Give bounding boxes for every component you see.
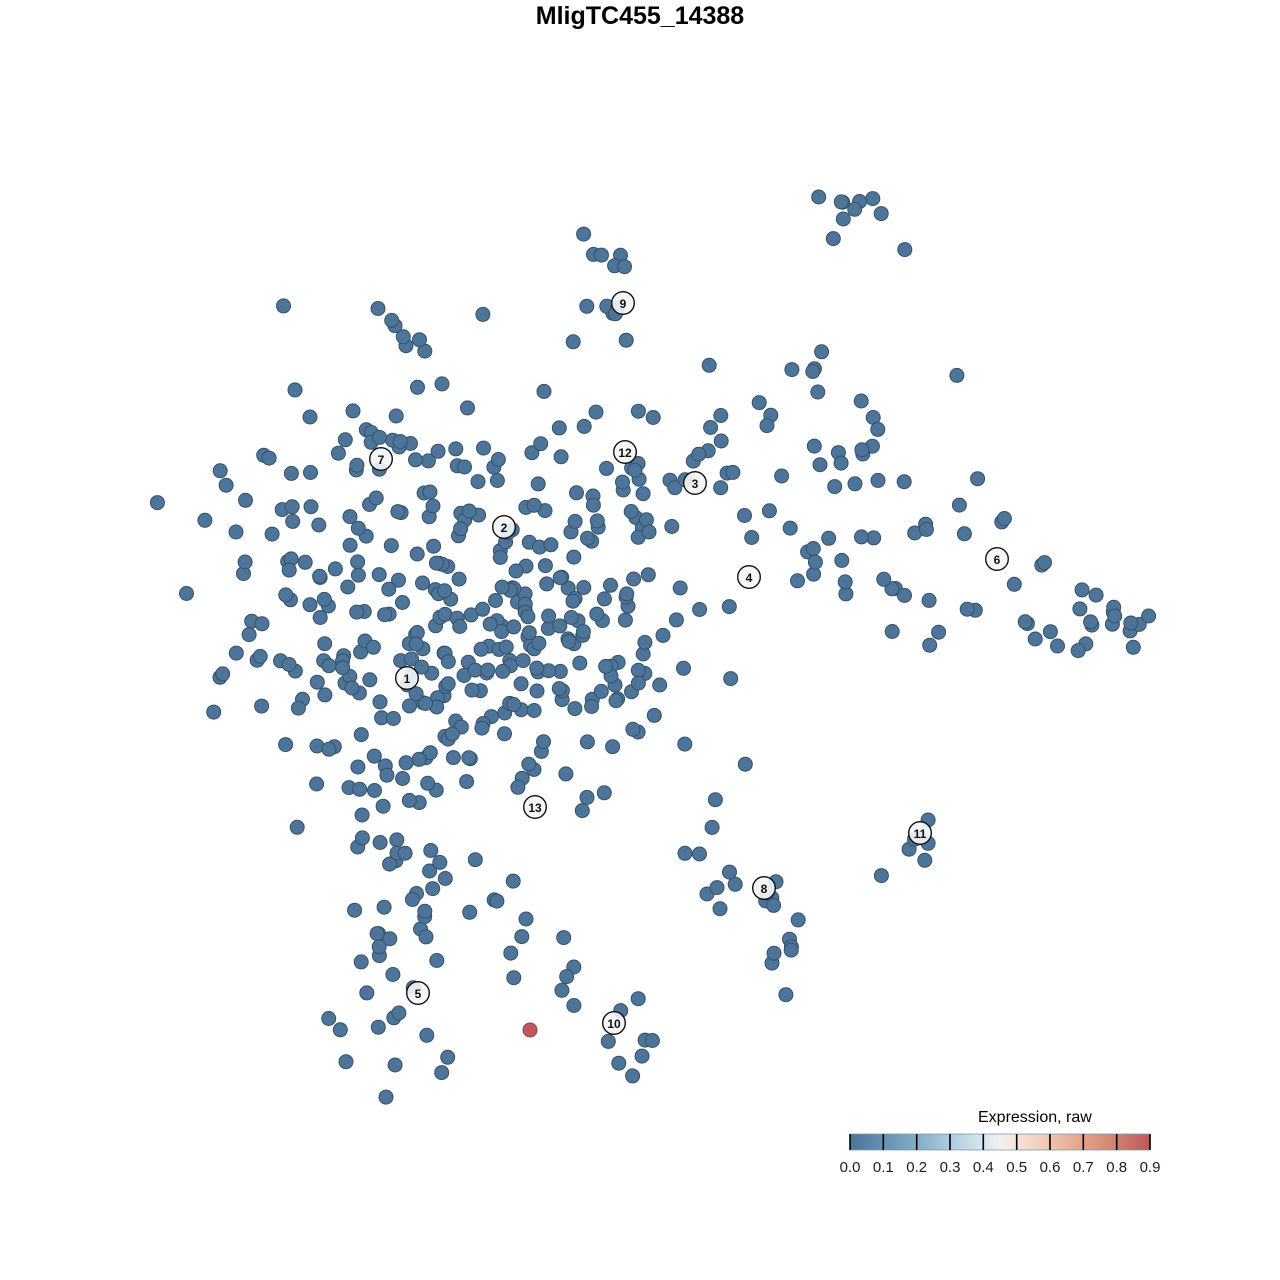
svg-text:0.2: 0.2 [906,1159,927,1176]
svg-text:4: 4 [746,571,753,585]
svg-text:0.9: 0.9 [1140,1159,1161,1176]
svg-text:7: 7 [378,453,385,467]
svg-text:12: 12 [618,446,632,460]
svg-text:0.6: 0.6 [1040,1159,1061,1176]
svg-text:0.1: 0.1 [873,1159,894,1176]
svg-text:3: 3 [692,477,699,491]
svg-text:6: 6 [994,553,1001,567]
svg-text:0.0: 0.0 [840,1159,861,1176]
svg-text:8: 8 [761,882,768,896]
svg-text:0.7: 0.7 [1073,1159,1094,1176]
svg-text:13: 13 [528,801,542,815]
svg-text:0.5: 0.5 [1006,1159,1027,1176]
svg-text:2: 2 [501,521,508,535]
svg-text:0.4: 0.4 [973,1159,994,1176]
svg-text:Expression, raw: Expression, raw [978,1109,1092,1126]
svg-text:5: 5 [415,987,422,1001]
svg-text:10: 10 [607,1017,621,1031]
svg-text:0.3: 0.3 [940,1159,961,1176]
svg-text:0.8: 0.8 [1106,1159,1127,1176]
svg-text:1: 1 [404,672,411,686]
svg-text:9: 9 [620,297,627,311]
svg-text:11: 11 [914,827,927,841]
